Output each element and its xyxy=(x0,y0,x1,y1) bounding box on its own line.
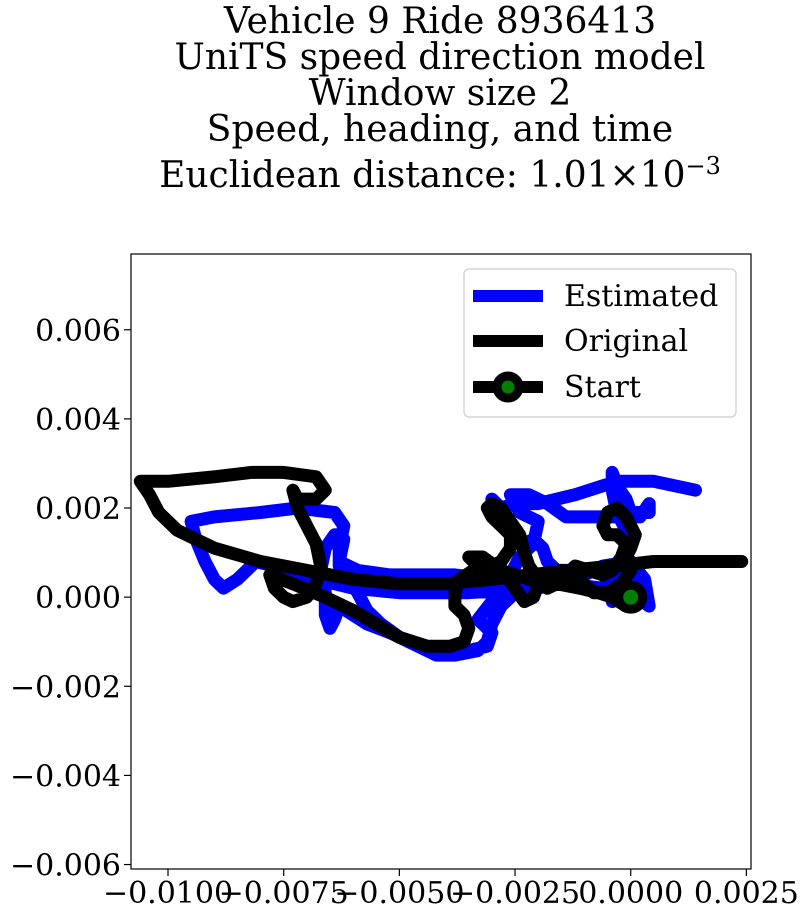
legend-frame xyxy=(463,268,737,418)
legend-label-estimated: Estimated xyxy=(564,279,718,314)
y-tick-label: 0.002 xyxy=(35,492,121,527)
y-tick-label: 0.000 xyxy=(35,581,121,616)
y-tick-label: −0.002 xyxy=(10,670,121,705)
x-tick-label: −0.0100 xyxy=(103,876,233,911)
x-tick-label: 0.0000 xyxy=(578,876,683,911)
title-distance-exponent: −3 xyxy=(685,152,721,180)
title-line-features: Speed, heading, and time xyxy=(206,109,674,150)
title-line-distance: Euclidean distance: 1.01×10−3 xyxy=(40,148,801,194)
y-tick-label: −0.004 xyxy=(10,759,121,794)
legend-label-start: Start xyxy=(564,370,641,405)
series-line-original xyxy=(133,465,749,653)
title-distance-times: × xyxy=(609,155,640,196)
title-line-model: UniTS speed direction model xyxy=(174,37,706,78)
y-tick-label: −0.006 xyxy=(10,849,121,884)
plot-area-frame xyxy=(130,253,752,870)
x-tick-label: 0.0025 xyxy=(694,876,799,911)
title-line-window: Window size 2 xyxy=(308,73,572,114)
title-distance-base: 10 xyxy=(639,155,686,196)
legend-label-original: Original xyxy=(564,324,688,359)
legend: Estimated Original Start xyxy=(463,268,737,418)
legend-start-marker xyxy=(492,371,524,403)
y-tick-label: 0.004 xyxy=(35,403,121,438)
chart-title: Vehicle 9 Ride 8936413 UniTS speed direc… xyxy=(40,1,801,194)
x-tick-label: −0.0050 xyxy=(334,876,464,911)
x-tick-label: −0.0075 xyxy=(219,876,349,911)
title-distance-prefix: Euclidean distance: 1.01 xyxy=(159,155,610,196)
title-line-vehicle: Vehicle 9 Ride 8936413 xyxy=(223,1,657,42)
y-tick-label: 0.006 xyxy=(35,314,121,349)
start-marker xyxy=(614,580,648,614)
x-tick-label: −0.0025 xyxy=(450,876,580,911)
